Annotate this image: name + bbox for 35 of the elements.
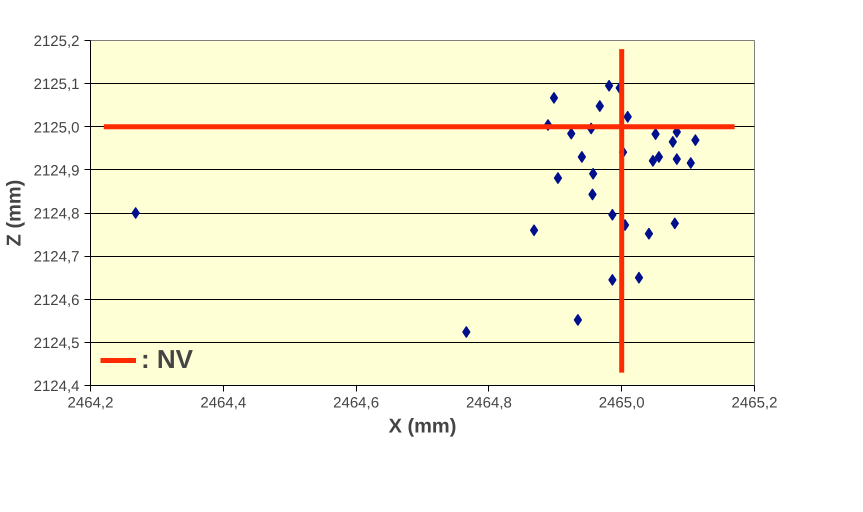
legend-label: : NV xyxy=(141,344,193,375)
point xyxy=(654,150,664,163)
point xyxy=(608,274,617,286)
point xyxy=(530,224,538,236)
x-tick-label: 2464,6 xyxy=(333,394,380,412)
x-axis-title: X (mm) xyxy=(388,416,456,438)
y-tick-label: 2125,1 xyxy=(34,76,80,94)
point xyxy=(550,92,558,104)
point xyxy=(578,150,586,163)
y-axis-title: Z (mm) xyxy=(4,180,26,246)
y-tick-label: 2125,0 xyxy=(34,119,80,136)
y-tick-label: 2124,9 xyxy=(34,162,80,180)
y-tick-label: 2124,4 xyxy=(34,378,80,395)
y-tick-label: 2124,7 xyxy=(34,248,80,266)
y-tick-label: 2125,2 xyxy=(34,33,80,50)
point xyxy=(131,207,140,219)
y-tick-label: 2124,5 xyxy=(34,334,80,352)
point xyxy=(588,168,598,180)
y-tick-label: 2124,6 xyxy=(34,292,80,309)
x-tick-label: 2465,0 xyxy=(598,394,645,412)
point xyxy=(651,128,660,140)
point xyxy=(588,188,597,200)
point xyxy=(604,80,614,92)
point xyxy=(644,228,654,240)
x-tick-label: 2465,2 xyxy=(732,394,778,412)
y-tick-label: 2124,8 xyxy=(34,206,80,222)
x-tick-label: 2464,2 xyxy=(68,394,114,412)
point xyxy=(554,172,562,184)
x-tick-label: 2464,8 xyxy=(466,394,512,412)
x-tick-label: 2464,4 xyxy=(200,394,246,412)
point xyxy=(691,134,700,146)
point xyxy=(574,314,582,326)
point xyxy=(608,208,617,221)
point xyxy=(648,154,658,167)
point xyxy=(634,272,644,284)
